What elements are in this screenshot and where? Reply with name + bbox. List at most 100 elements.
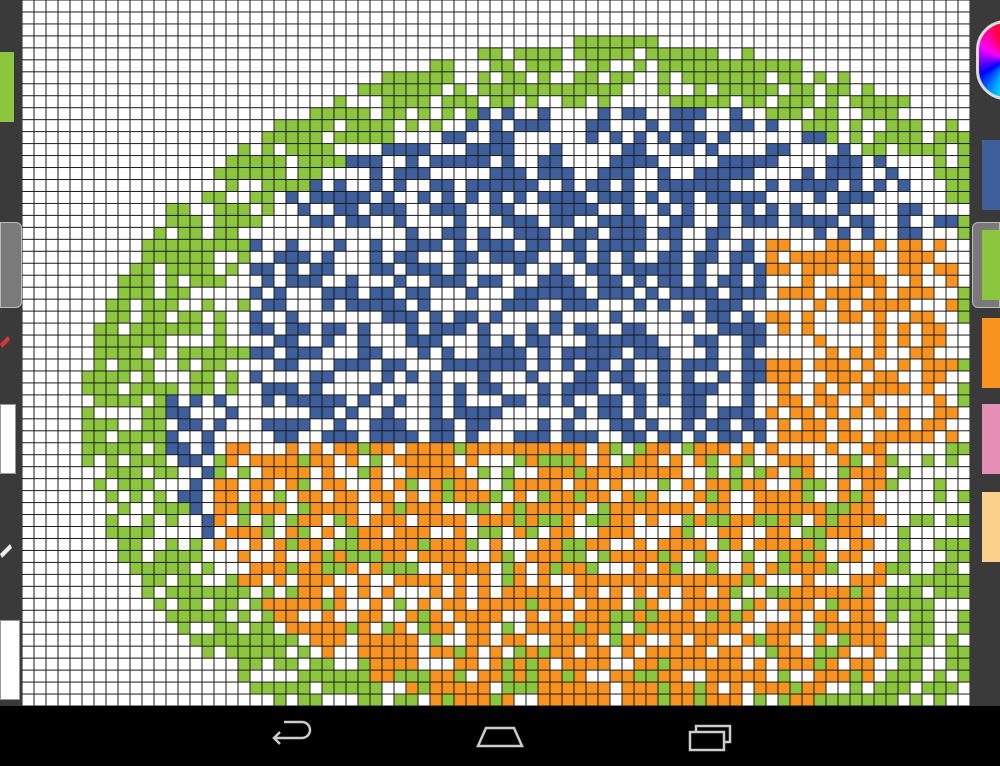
pixel-cell[interactable] — [454, 203, 466, 215]
pixel-cell[interactable] — [70, 96, 82, 108]
pixel-cell[interactable] — [538, 347, 550, 359]
pixel-cell[interactable] — [106, 168, 118, 179]
pixel-cell[interactable] — [586, 610, 598, 622]
pixel-cell[interactable] — [310, 383, 322, 395]
pixel-cell[interactable] — [598, 682, 610, 694]
pixel-cell[interactable] — [430, 527, 442, 538]
pixel-cell[interactable] — [562, 598, 574, 610]
pixel-cell[interactable] — [598, 108, 610, 120]
pixel-cell[interactable] — [154, 634, 166, 646]
pixel-cell[interactable] — [130, 694, 142, 706]
pixel-cell[interactable] — [274, 299, 286, 311]
pixel-cell[interactable] — [46, 96, 58, 108]
pixel-cell[interactable] — [82, 144, 94, 156]
pixel-cell[interactable] — [430, 179, 442, 191]
pixel-cell[interactable] — [718, 84, 730, 96]
pixel-cell[interactable] — [394, 24, 406, 36]
pixel-cell[interactable] — [862, 562, 874, 574]
pixel-cell[interactable] — [670, 586, 682, 598]
pixel-cell[interactable] — [718, 407, 730, 419]
pixel-cell[interactable] — [634, 682, 646, 694]
pixel-cell[interactable] — [274, 371, 286, 383]
pixel-cell[interactable] — [658, 84, 670, 96]
pixel-cell[interactable] — [742, 443, 754, 455]
pixel-cell[interactable] — [730, 598, 742, 610]
pixel-cell[interactable] — [766, 108, 778, 120]
pixel-cell[interactable] — [130, 335, 142, 347]
pixel-cell[interactable] — [850, 515, 862, 527]
pixel-cell[interactable] — [166, 84, 178, 96]
pixel-cell[interactable] — [694, 694, 706, 706]
pixel-cell[interactable] — [22, 323, 34, 335]
pixel-cell[interactable] — [538, 132, 550, 144]
pixel-cell[interactable] — [286, 419, 298, 431]
pixel-cell[interactable] — [406, 72, 418, 84]
pixel-cell[interactable] — [214, 562, 226, 574]
pixel-cell[interactable] — [406, 287, 418, 299]
pixel-cell[interactable] — [622, 275, 634, 287]
pixel-cell[interactable] — [826, 646, 838, 658]
pixel-cell[interactable] — [118, 60, 130, 72]
pixel-cell[interactable] — [598, 60, 610, 72]
pixel-cell[interactable] — [454, 574, 466, 586]
pixel-cell[interactable] — [814, 574, 826, 586]
pixel-cell[interactable] — [358, 515, 370, 527]
pixel-cell[interactable] — [118, 670, 130, 682]
pixel-cell[interactable] — [874, 132, 886, 144]
pixel-cell[interactable] — [562, 419, 574, 431]
pixel-cell[interactable] — [394, 443, 406, 455]
pixel-cell[interactable] — [370, 574, 382, 586]
pixel-cell[interactable] — [334, 263, 346, 275]
pixel-cell[interactable] — [958, 550, 970, 562]
pixel-cell[interactable] — [730, 527, 742, 538]
pixel-cell[interactable] — [574, 622, 586, 634]
pixel-cell[interactable] — [958, 72, 970, 84]
pixel-cell[interactable] — [46, 60, 58, 72]
pixel-cell[interactable] — [490, 431, 502, 443]
pixel-cell[interactable] — [478, 48, 490, 60]
pixel-cell[interactable] — [442, 574, 454, 586]
pixel-cell[interactable] — [274, 658, 286, 670]
pixel-cell[interactable] — [778, 0, 790, 12]
pixel-cell[interactable] — [490, 527, 502, 538]
pixel-cell[interactable] — [874, 12, 886, 24]
pixel-cell[interactable] — [850, 443, 862, 455]
pixel-cell[interactable] — [334, 646, 346, 658]
pixel-cell[interactable] — [286, 515, 298, 527]
pixel-cell[interactable] — [418, 491, 430, 503]
pixel-cell[interactable] — [58, 0, 70, 12]
pixel-cell[interactable] — [178, 443, 190, 455]
pixel-cell[interactable] — [910, 610, 922, 622]
pixel-cell[interactable] — [442, 72, 454, 84]
pixel-cell[interactable] — [766, 227, 778, 239]
pixel-cell[interactable] — [70, 598, 82, 610]
pixel-cell[interactable] — [142, 203, 154, 215]
pixel-cell[interactable] — [358, 96, 370, 108]
pixel-cell[interactable] — [478, 263, 490, 275]
pixel-cell[interactable] — [346, 347, 358, 359]
pixel-cell[interactable] — [670, 287, 682, 299]
pixel-cell[interactable] — [22, 670, 34, 682]
pixel-cell[interactable] — [634, 215, 646, 227]
pixel-cell[interactable] — [670, 598, 682, 610]
pixel-cell[interactable] — [562, 586, 574, 598]
pixel-cell[interactable] — [574, 598, 586, 610]
pixel-cell[interactable] — [646, 287, 658, 299]
pixel-cell[interactable] — [142, 527, 154, 538]
pixel-cell[interactable] — [550, 227, 562, 239]
pixel-cell[interactable] — [874, 0, 886, 12]
pixel-cell[interactable] — [118, 215, 130, 227]
pixel-cell[interactable] — [118, 120, 130, 132]
pixel-cell[interactable] — [934, 443, 946, 455]
pixel-cell[interactable] — [730, 694, 742, 706]
pixel-cell[interactable] — [22, 646, 34, 658]
pixel-cell[interactable] — [442, 287, 454, 299]
pixel-cell[interactable] — [670, 455, 682, 467]
pixel-cell[interactable] — [586, 467, 598, 479]
pixel-cell[interactable] — [58, 407, 70, 419]
pixel-cell[interactable] — [514, 299, 526, 311]
pixel-cell[interactable] — [778, 419, 790, 431]
pixel-cell[interactable] — [274, 24, 286, 36]
pixel-cell[interactable] — [922, 12, 934, 24]
pixel-cell[interactable] — [922, 574, 934, 586]
